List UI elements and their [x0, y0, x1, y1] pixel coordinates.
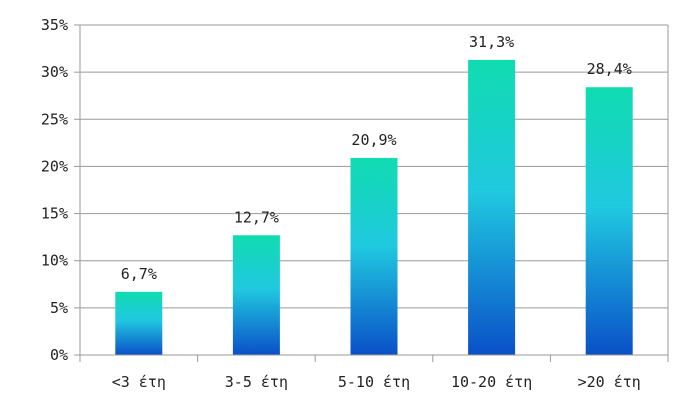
axes	[79, 25, 669, 362]
bar-value-label: 12,7%	[234, 208, 279, 226]
y-tick-label: 35%	[41, 16, 68, 34]
bar	[585, 87, 633, 355]
x-category-label: >20 έτη	[578, 373, 641, 391]
y-axis-ticks: 0% 5% 10% 15% 20% 25% 30% 35%	[41, 16, 80, 364]
bar-value-label: 20,9%	[351, 131, 396, 149]
bar	[468, 59, 516, 356]
y-tick-label: 15%	[41, 205, 68, 223]
x-category-label: 10-20 έτη	[451, 373, 532, 391]
y-tick-label: 30%	[41, 63, 68, 81]
bar-value-label: 31,3%	[469, 33, 514, 51]
value-labels: 6,7% 12,7% 20,9% 31,3% 28,4%	[121, 33, 632, 283]
y-tick-label: 5%	[50, 299, 68, 317]
x-category-label: <3 έτη	[112, 373, 166, 391]
bar	[115, 291, 163, 355]
bar-value-label: 28,4%	[587, 60, 632, 78]
x-axis-categories: <3 έτη 3-5 έτη 5-10 έτη 10-20 έτη >20 έτη	[112, 373, 641, 391]
y-tick-label: 10%	[41, 252, 68, 270]
x-category-label: 5-10 έτη	[338, 373, 410, 391]
y-tick-label: 20%	[41, 157, 68, 175]
bars	[115, 59, 633, 356]
y-tick-label: 0%	[50, 346, 68, 364]
y-tick-label: 25%	[41, 110, 68, 128]
x-category-label: 3-5 έτη	[225, 373, 288, 391]
bar	[350, 157, 398, 355]
bar	[232, 235, 280, 355]
bar-value-label: 6,7%	[121, 265, 157, 283]
